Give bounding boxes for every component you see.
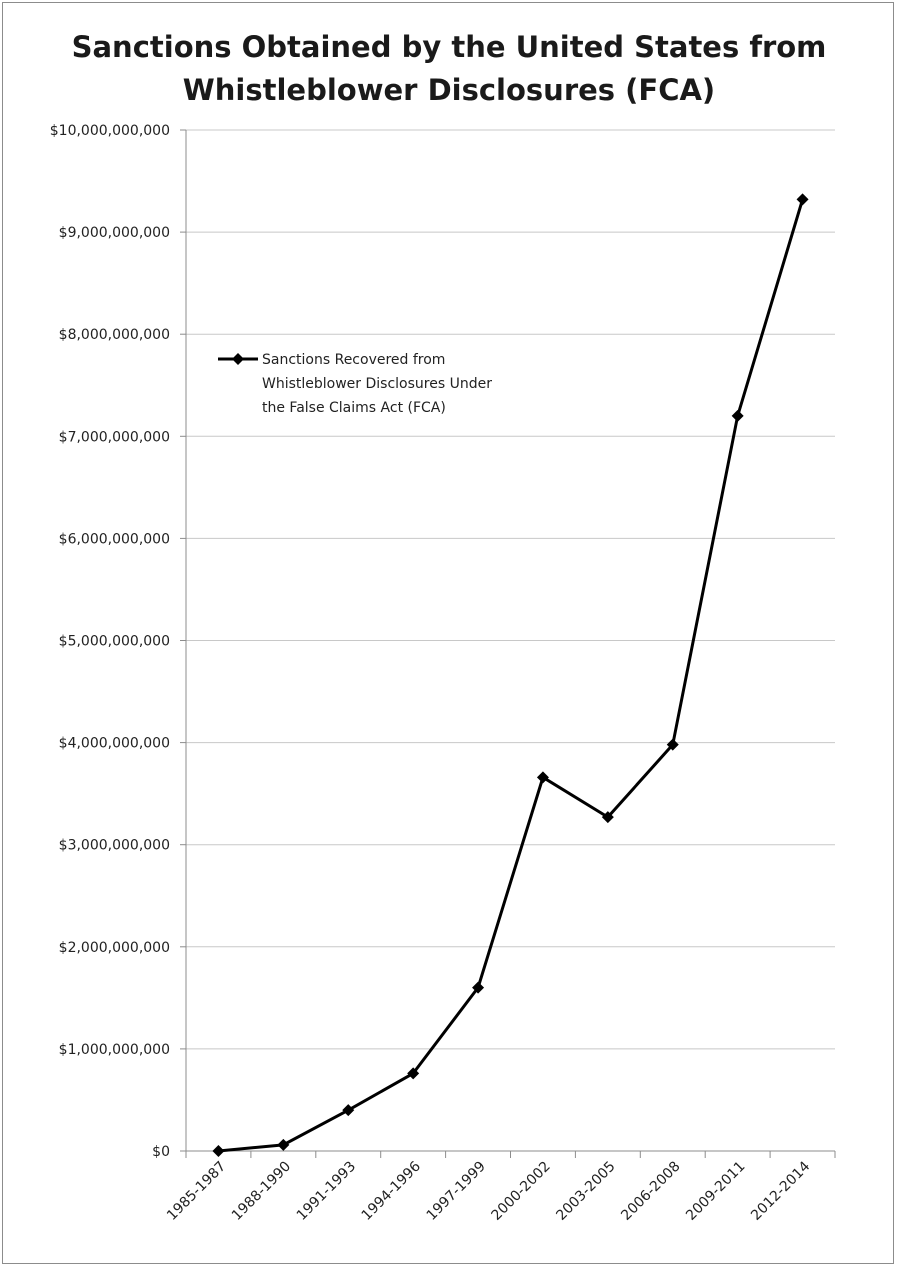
x-tick-label: 1991-1993 <box>294 1159 359 1224</box>
data-point <box>536 771 549 784</box>
y-tick-label: $6,000,000,000 <box>59 531 170 547</box>
series-group <box>212 193 809 1157</box>
x-tick-label: 2009-2011 <box>683 1159 748 1224</box>
data-point <box>796 193 809 206</box>
x-tick-label: 2003-2005 <box>553 1159 618 1224</box>
x-tick-label: 2012-2014 <box>748 1158 813 1223</box>
data-point <box>342 1104 355 1117</box>
y-tick-label: $3,000,000,000 <box>59 838 170 854</box>
y-tick-label: $0 <box>152 1144 170 1160</box>
data-point <box>472 981 485 994</box>
chart-title: Sanctions Obtained by the United States … <box>71 30 827 107</box>
legend: Sanctions Recovered from Whistleblower Di… <box>218 352 492 416</box>
legend-marker <box>232 353 244 365</box>
axes <box>180 129 836 1158</box>
legend-label: Sanctions Recovered from Whistleblower Di… <box>262 352 492 416</box>
y-tick-label: $10,000,000,000 <box>50 123 170 139</box>
x-tick-label: 1988-1990 <box>229 1159 294 1224</box>
y-axis-tick-labels: $0 $1,000,000,000 $2,000,000,000 $3,000,000… <box>50 123 170 1160</box>
data-point <box>601 811 614 824</box>
y-tick-label: $5,000,000,000 <box>59 634 170 650</box>
y-tick-label: $1,000,000,000 <box>59 1042 170 1058</box>
x-tick-label: 1985-1987 <box>164 1159 229 1224</box>
gridlines <box>186 129 835 1050</box>
legend-label-line: the False Claims Act (FCA) <box>262 400 446 416</box>
legend-label-line: Whistleblower Disclosures Under <box>262 376 492 392</box>
data-point <box>277 1138 290 1151</box>
data-point <box>731 409 744 422</box>
data-point <box>666 738 679 751</box>
y-tick-label: $2,000,000,000 <box>59 940 170 956</box>
x-tick-label: 1997-1999 <box>424 1159 489 1224</box>
y-tick-label: $8,000,000,000 <box>59 327 170 343</box>
x-axis-tick-labels: 1985-1987 1988-1990 1991-1993 1994-1996 1997… <box>164 1158 813 1223</box>
data-point <box>407 1067 420 1080</box>
x-tick-label: 2006-2008 <box>618 1159 683 1224</box>
y-tick-label: $7,000,000,000 <box>59 429 170 445</box>
x-tick-label: 1994-1996 <box>359 1158 424 1223</box>
x-tick-label: 2000-2002 <box>489 1159 554 1224</box>
legend-label-line: Sanctions Recovered from <box>262 352 445 368</box>
y-tick-label: $9,000,000,000 <box>59 225 170 241</box>
series-line <box>218 198 804 1153</box>
data-point <box>212 1145 225 1157</box>
y-tick-label: $4,000,000,000 <box>59 736 170 752</box>
